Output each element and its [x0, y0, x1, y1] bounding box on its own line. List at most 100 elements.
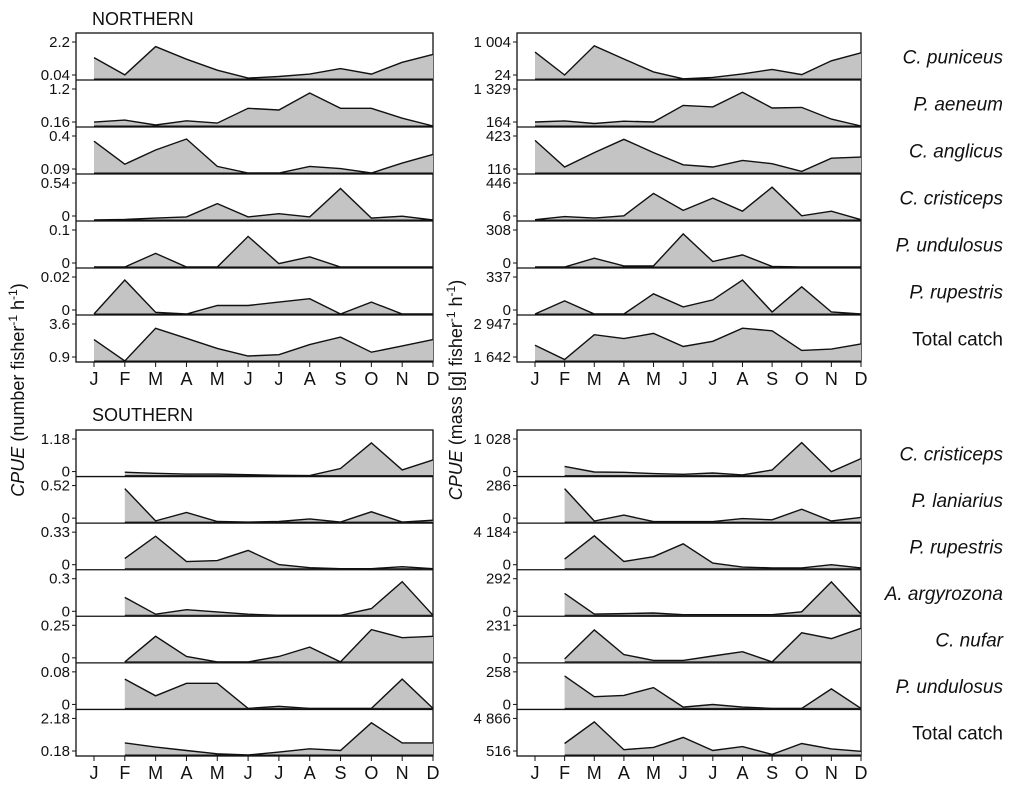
panel-total-catch: 2.18 0.18 [41, 710, 434, 760]
charts-layer: 2.20.041.20.160.40.090.5400.100.0203.60.… [41, 32, 1004, 783]
area-c-cristiceps [535, 187, 861, 220]
y-tick-min-p-aeneum: 164 [486, 114, 511, 131]
y-tick-min-p-aeneum: 0.16 [41, 114, 70, 131]
panel-total-catch: 4 866 516 [473, 710, 862, 760]
x-tick-label-s: S [335, 369, 347, 389]
line-p-laniarius [124, 488, 434, 523]
line-c-nufar [124, 628, 434, 663]
x-tick-label-j: J [90, 763, 99, 783]
y-tick-min-p-rupestris: 0 [503, 557, 511, 574]
panel-p-aeneum: 1.2 0.16 [41, 81, 434, 131]
x-tick-label-a: A [618, 369, 630, 389]
panel-a-argyrozona: 0.30 [49, 571, 434, 620]
species-label-p-undulosus: P. undulosus [896, 236, 1004, 257]
x-tick-label-j: J [274, 763, 283, 783]
x-tick-label-a: A [618, 763, 630, 783]
line-p-rupestris [534, 279, 862, 315]
panel-p-laniarius: 0.52 0 [41, 478, 434, 527]
y-tick-max-p-laniarius: 286 [486, 478, 511, 495]
x-tick-label-n: N [825, 369, 838, 389]
species-label-p-rupestris: P. rupestris [909, 283, 1003, 304]
x-tick-label-m: M [148, 763, 163, 783]
y-tick-min-total-catch: 0.18 [41, 743, 70, 760]
x-tick-label-f: F [119, 763, 130, 783]
species-label-total-catch: Total catch [912, 330, 1003, 351]
area-p-undulosus [564, 675, 861, 709]
x-tick-label-j: J [244, 369, 253, 389]
x-tick-label-j: J [679, 369, 688, 389]
x-tick-label-d: D [427, 763, 440, 783]
plot-frame [516, 429, 862, 757]
area-total-catch [94, 328, 433, 361]
line-p-undulosus [124, 678, 434, 710]
y-tick-max-total-catch: 3.6 [49, 316, 70, 333]
area-c-cristiceps [124, 442, 434, 476]
y-tick-max-c-anglicus: 0.4 [49, 128, 70, 145]
area-c-nufar [564, 628, 861, 662]
y-tick-max-p-undulosus: 0.1 [49, 222, 70, 239]
y-tick-min-c-nufar: 0 [503, 650, 511, 667]
panel-p-rupestris: 0.33 0 [41, 524, 434, 574]
line-total-catch [124, 721, 433, 756]
species-label-p-aeneum: P. aeneum [914, 95, 1003, 116]
x-tick-label-a: A [736, 369, 748, 389]
species-label-c-cristiceps: C. cristiceps [900, 189, 1004, 210]
panel-c-puniceus: 1 004 24 [473, 34, 862, 84]
line-c-cristiceps [564, 441, 862, 476]
species-label-a-argyrozona: A. argyrozona [884, 584, 1003, 605]
line-c-puniceus [534, 44, 862, 80]
line-c-puniceus [93, 45, 434, 79]
y-tick-max-p-aeneum: 1 329 [473, 81, 511, 98]
x-tick-label-j: J [274, 369, 283, 389]
x-tick-label-j: J [90, 369, 99, 389]
line-p-aeneum [93, 92, 434, 127]
area-c-puniceus [535, 45, 861, 79]
y-tick-max-c-cristiceps: 1 028 [473, 431, 511, 448]
y-tick-min-c-puniceus: 24 [494, 67, 511, 84]
y-tick-max-c-anglicus: 423 [486, 128, 511, 145]
panel-a-argyrozona: 292 0 [486, 571, 862, 620]
x-tick-label-f: F [559, 763, 570, 783]
y-tick-max-p-undulosus: 0.08 [41, 664, 70, 681]
line-c-anglicus [534, 138, 862, 173]
x-tick-label-d: D [427, 369, 440, 389]
species-label-c-puniceus: C. puniceus [903, 48, 1004, 69]
y-tick-max-c-nufar: 231 [486, 617, 511, 634]
x-tick-label-d: D [855, 369, 868, 389]
panel-c-anglicus: 423 116 [486, 128, 862, 178]
x-tick-label-j: J [708, 763, 717, 783]
x-tick-label-s: S [766, 763, 778, 783]
line-p-rupestris [93, 278, 433, 315]
y-axis-label-number: CPUE (number fisher-1 h-1) [6, 283, 28, 496]
y-tick-min-p-undulosus: 0 [503, 255, 511, 272]
species-label-p-undulosus: P. undulosus [896, 677, 1004, 698]
species-label-c-nufar: C. nufar [935, 631, 1003, 652]
x-tick-label-m: M [646, 369, 661, 389]
plot-frame [75, 32, 434, 363]
panel-p-rupestris: 0.02 0 [41, 269, 433, 319]
panel-p-undulosus: 0.08 0 [41, 664, 434, 713]
panel-c-nufar: 0.25 0 [41, 617, 434, 667]
panel-c-anglicus: 0.4 0.09 [41, 128, 434, 178]
region-title-northern: NORTHERN [92, 9, 194, 29]
y-axis-label-mass: CPUE (mass [g] fisher-1 h-1) [444, 280, 466, 500]
panel-p-rupestris: 337 0 [486, 269, 862, 319]
y-tick-min-p-rupestris: 0 [503, 302, 511, 319]
y-tick-min-c-cristiceps: 6 [503, 208, 511, 225]
y-tick-max-a-argyrozona: 0.3 [49, 571, 70, 588]
y-tick-min-p-undulosus: 0 [503, 696, 511, 713]
species-label-p-rupestris: P. rupestris [909, 537, 1003, 558]
area-a-argyrozona [564, 581, 861, 616]
x-tick-label-o: O [364, 369, 378, 389]
panel-c-cristiceps: 1.18 0 [41, 431, 434, 481]
y-tick-min-p-laniarius: 0 [503, 510, 511, 527]
y-tick-min-c-nufar: 0 [62, 650, 70, 667]
y-tick-max-c-cristiceps: 1.18 [41, 431, 70, 448]
y-tick-min-total-catch: 516 [486, 743, 511, 760]
y-tick-max-c-puniceus: 2.2 [49, 34, 70, 51]
x-tick-label-o: O [795, 763, 809, 783]
y-tick-min-total-catch: 1 642 [473, 349, 511, 366]
line-p-laniarius [564, 488, 862, 523]
